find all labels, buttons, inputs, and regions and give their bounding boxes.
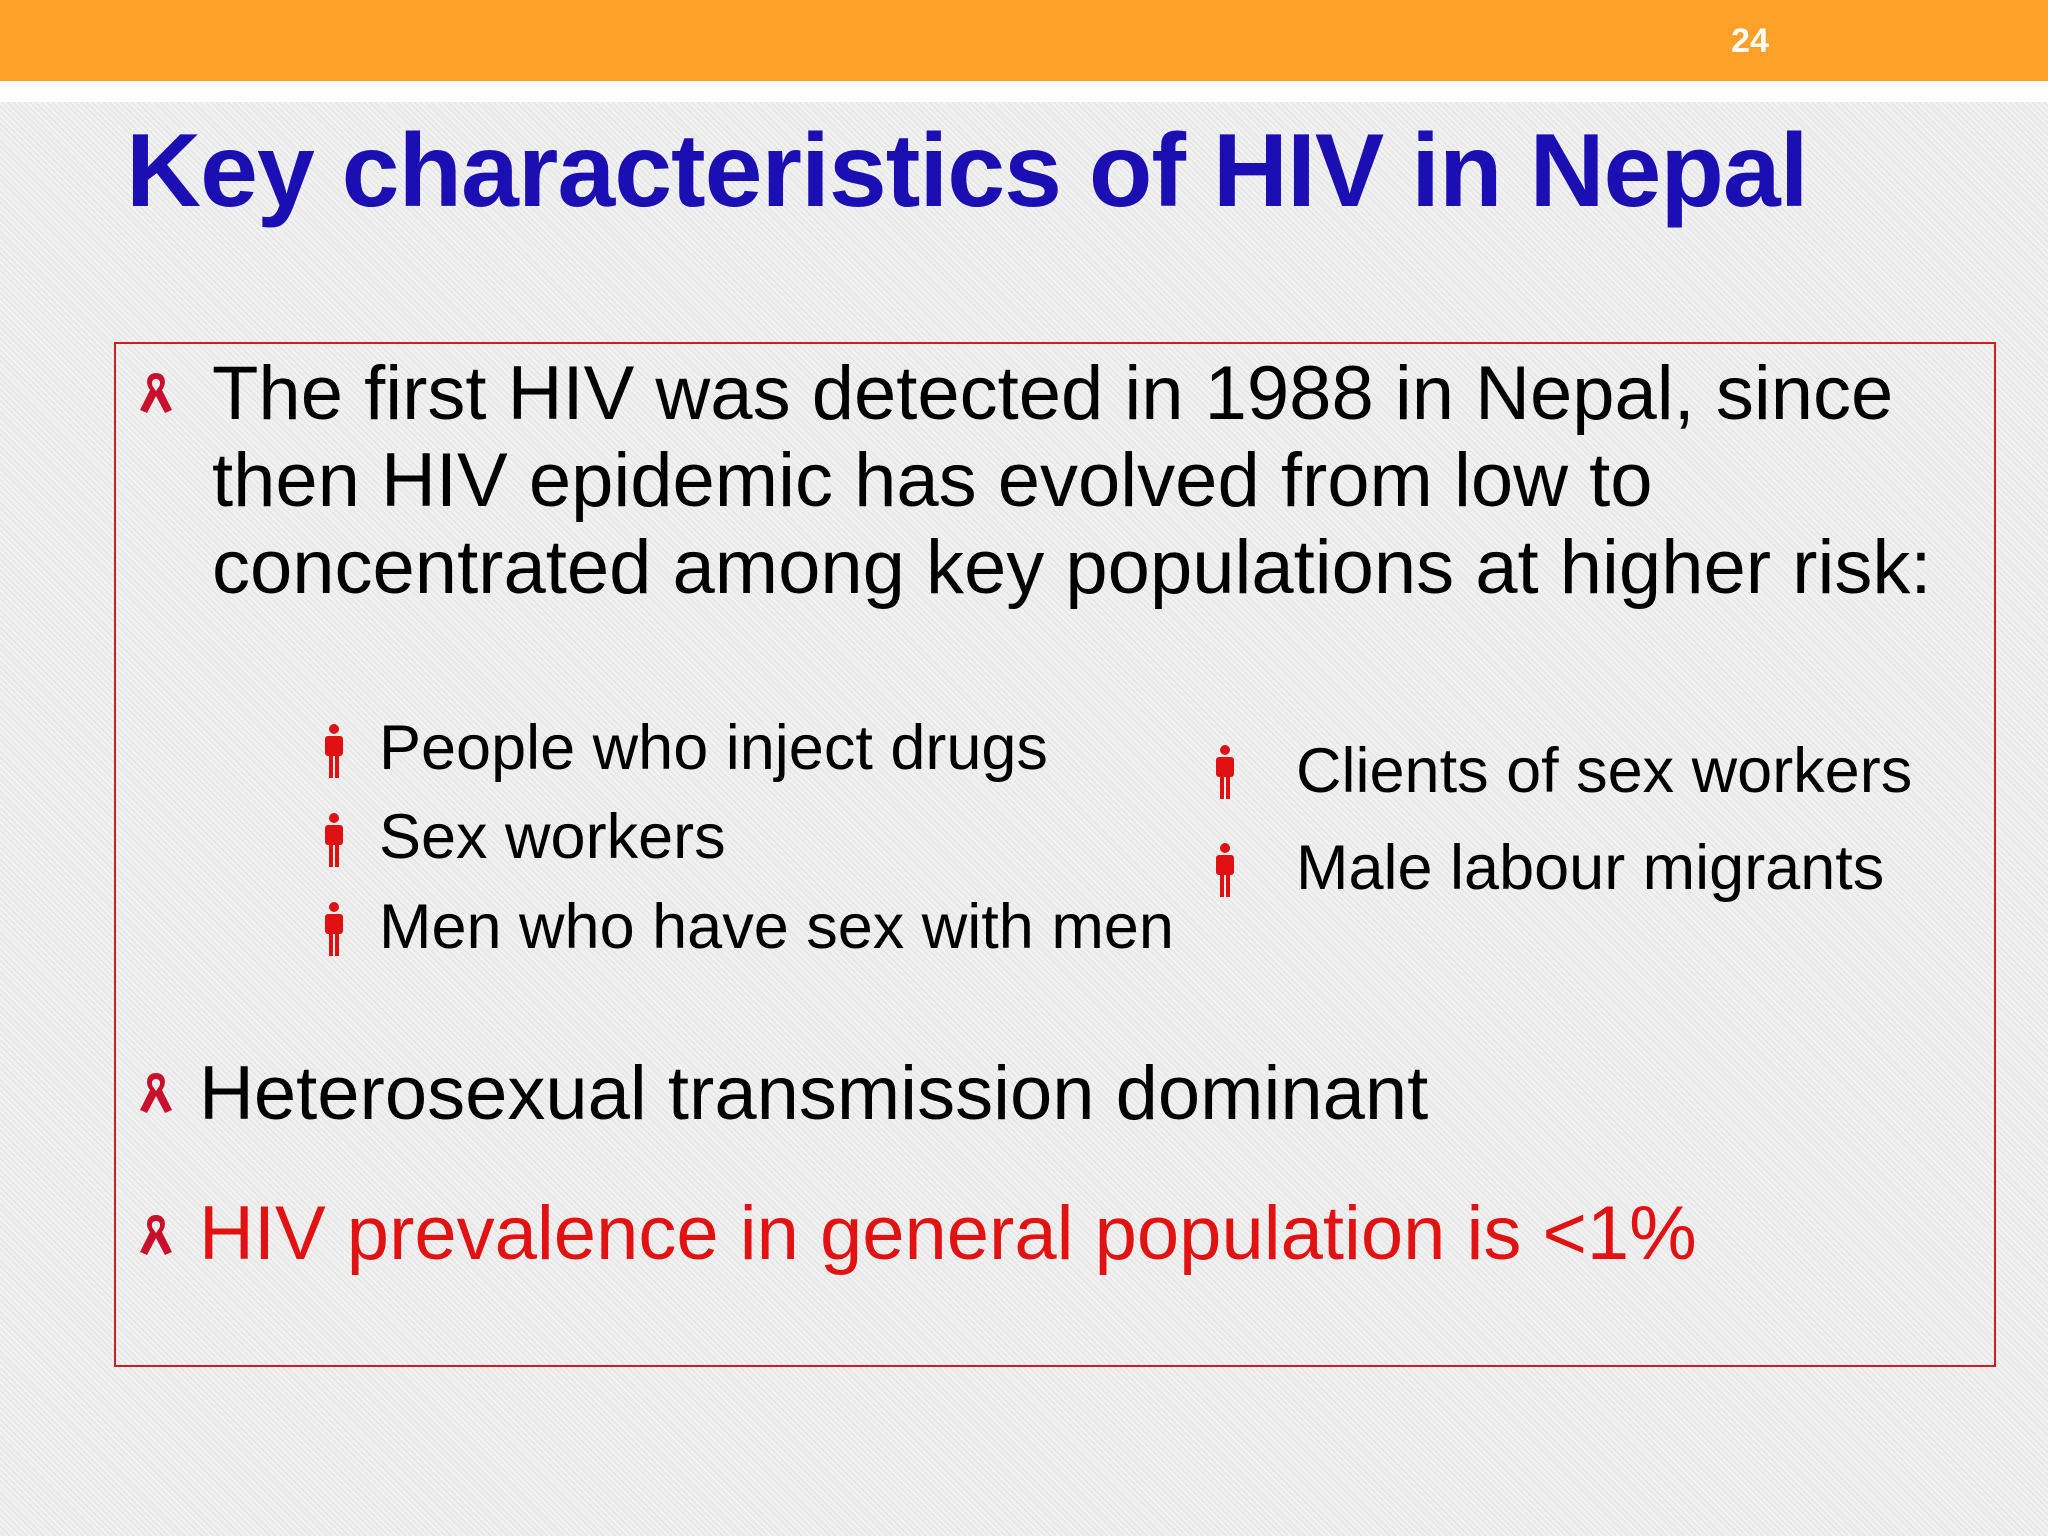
sub-item: Male labour migrants bbox=[1296, 833, 1885, 903]
content-box bbox=[114, 342, 1996, 1367]
page-number: 24 bbox=[1731, 22, 1769, 60]
sub-item: Men who have sex with men bbox=[379, 892, 1174, 962]
person-icon bbox=[1216, 745, 1234, 799]
ribbon-icon bbox=[140, 1073, 172, 1113]
header-bar bbox=[0, 0, 2048, 81]
bullet-text: HIV prevalence in general population is … bbox=[199, 1191, 1697, 1276]
person-icon bbox=[325, 902, 343, 956]
slide-title: Key characteristics of HIV in Nepal bbox=[126, 113, 1809, 229]
bullet-text: The first HIV was detected in 1988 in Ne… bbox=[212, 351, 1932, 610]
ribbon-icon bbox=[140, 373, 172, 413]
person-icon bbox=[325, 724, 343, 778]
person-icon bbox=[1216, 843, 1234, 897]
sub-item: Sex workers bbox=[379, 802, 726, 872]
header-strip bbox=[0, 81, 2048, 102]
ribbon-icon bbox=[140, 1215, 172, 1255]
person-icon bbox=[325, 813, 343, 867]
sub-item: Clients of sex workers bbox=[1296, 736, 1913, 806]
bullet-text: Heterosexual transmission dominant bbox=[199, 1051, 1429, 1136]
sub-item: People who inject drugs bbox=[379, 713, 1048, 783]
